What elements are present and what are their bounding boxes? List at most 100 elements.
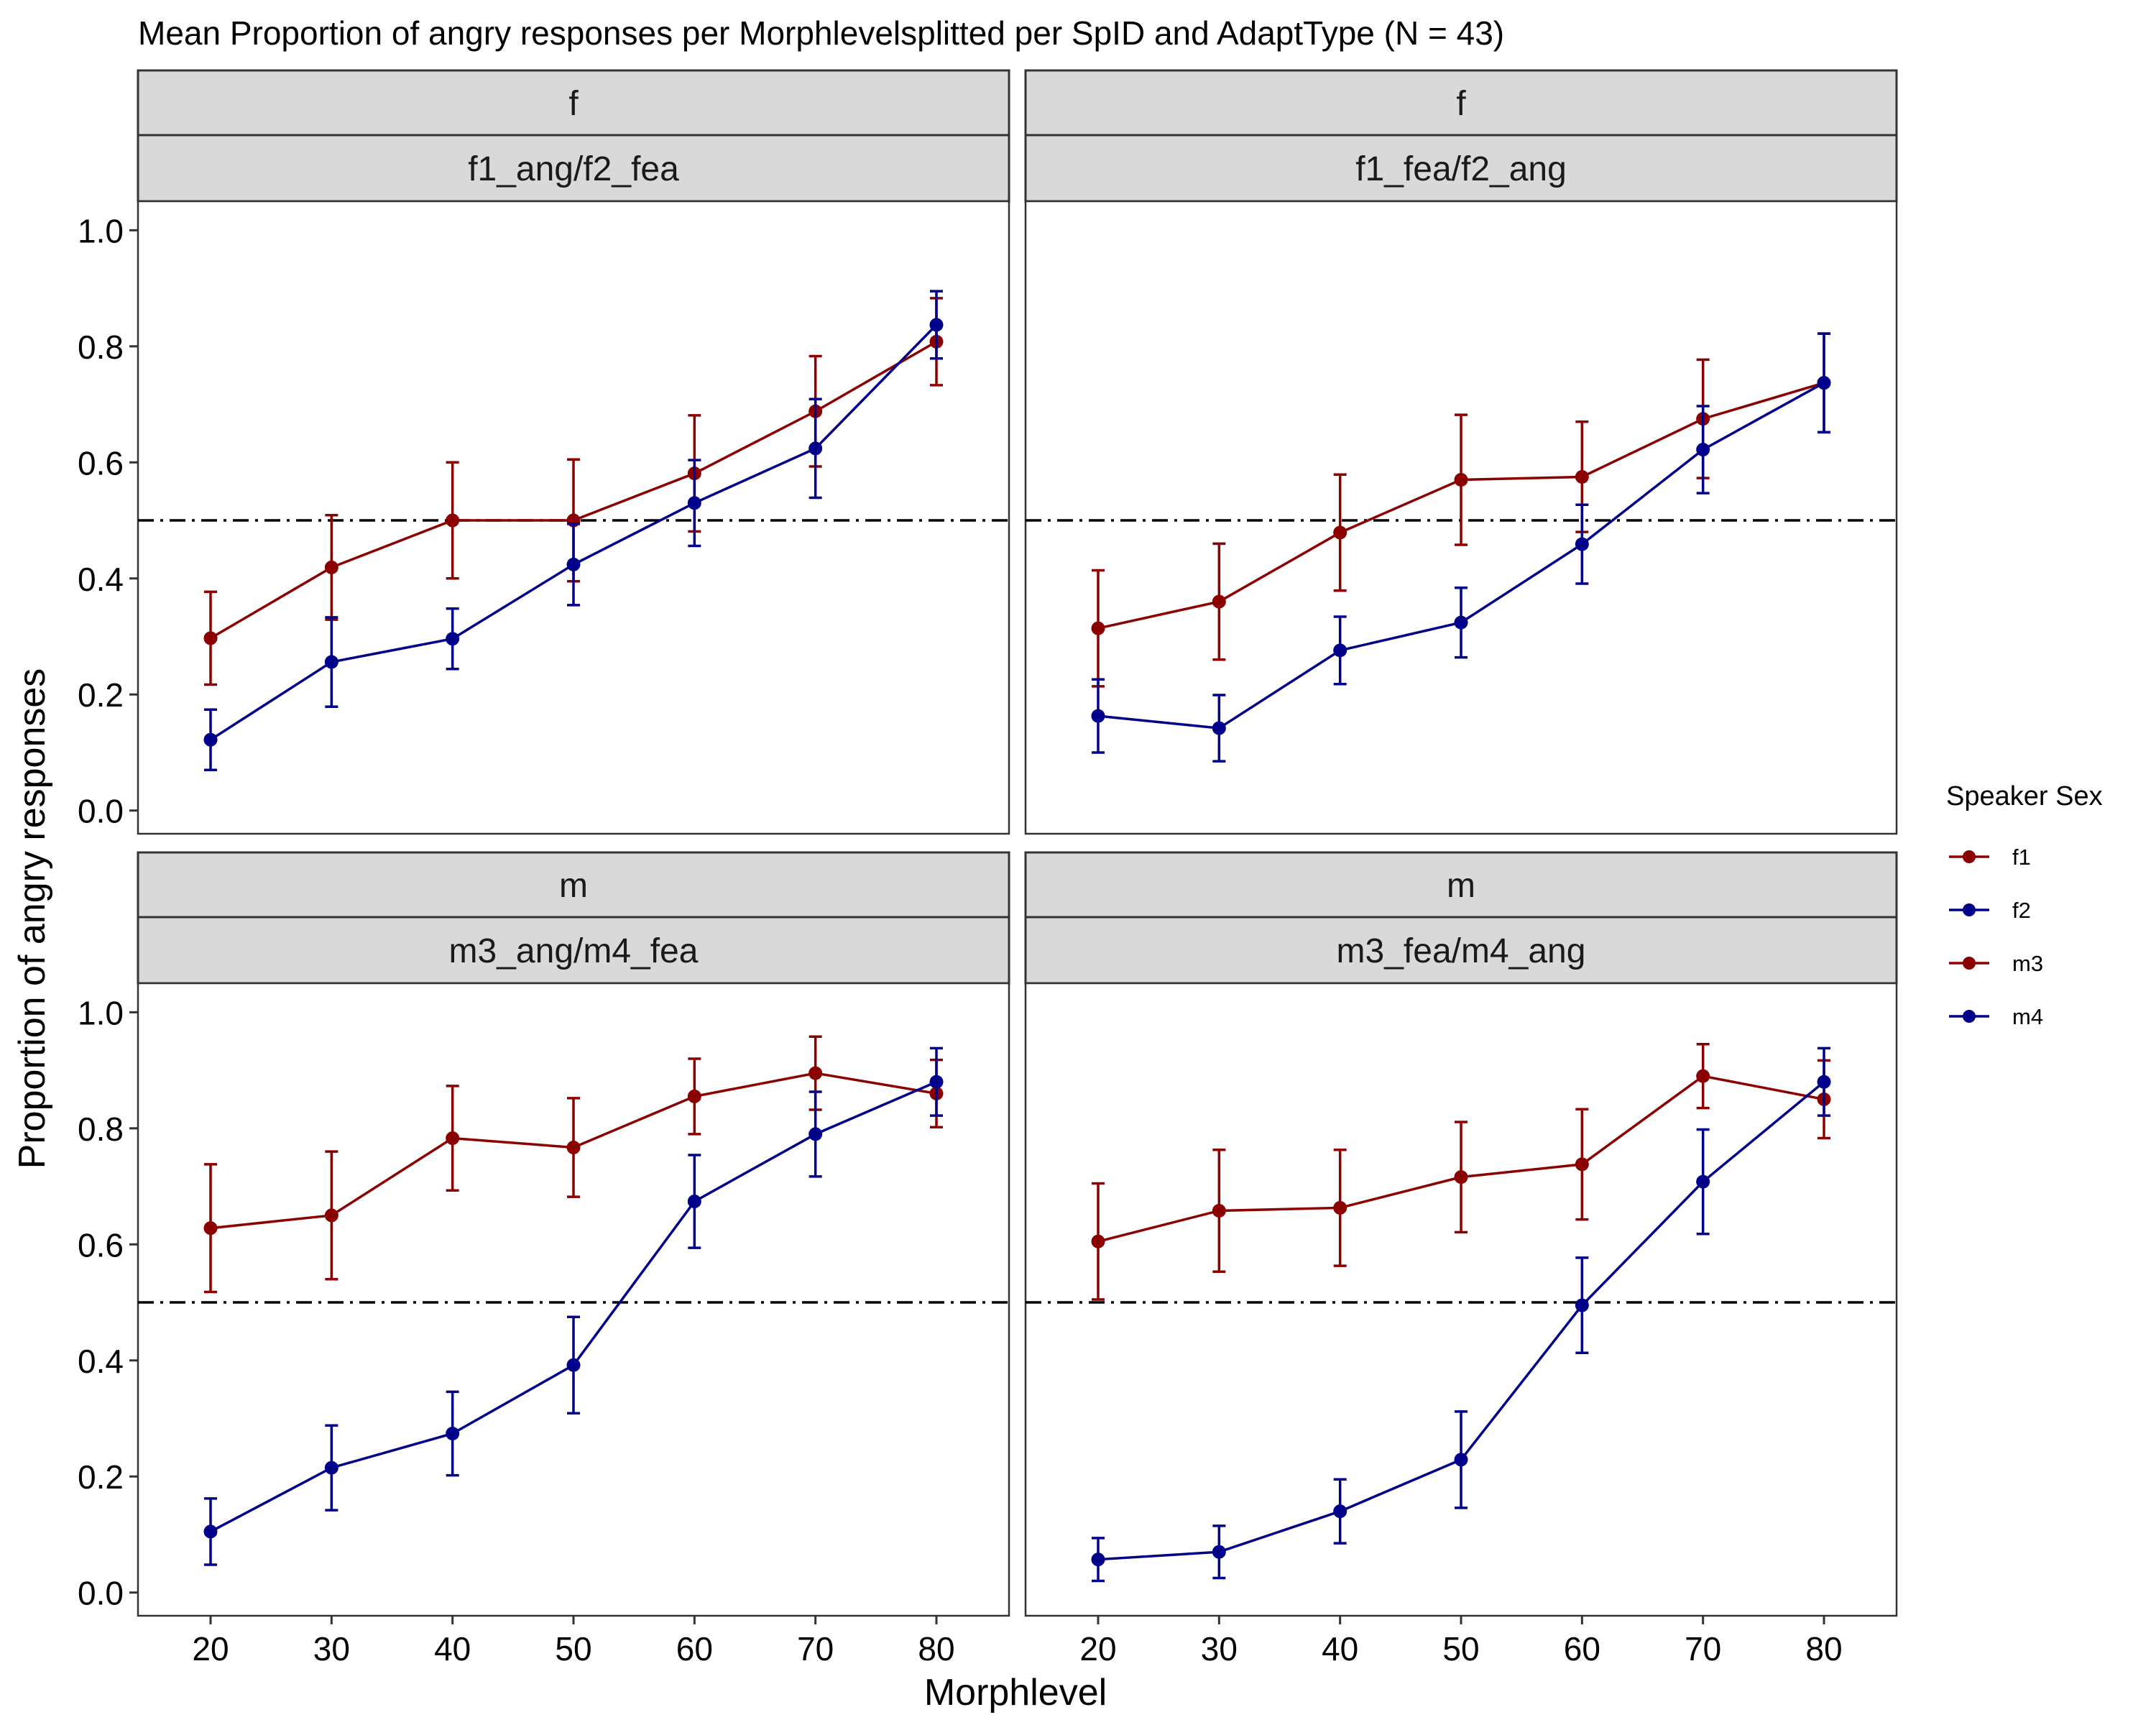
facet-strip-bottom-label: m3_fea/m4_ang (1337, 932, 1586, 970)
y-tick-label: 0.4 (78, 1343, 124, 1380)
x-tick-label: 50 (555, 1630, 591, 1668)
data-point (1696, 1069, 1710, 1083)
y-tick-label: 0.2 (78, 676, 124, 714)
legend-entry-f2: f2 (1949, 898, 2031, 923)
y-tick-label: 0.2 (78, 1458, 124, 1496)
facet-strip-top-label: m (1447, 867, 1475, 905)
legend-key-point (1963, 903, 1976, 916)
facet-strip-top (137, 851, 1010, 919)
data-point (808, 1127, 823, 1141)
y-tick-label: 1.0 (78, 994, 124, 1031)
data-point (1333, 643, 1348, 658)
x-tick-label: 30 (313, 1630, 350, 1668)
plot-area (137, 982, 1010, 1617)
data-point (446, 1131, 460, 1146)
y-tick-label: 0.0 (78, 793, 124, 830)
data-point (1212, 721, 1226, 735)
panels-layer: f f1_ang/f2_fea 0.0 0.2 0.4 0.6 0.8 1.0 f f1_fea/… (78, 69, 1898, 1668)
data-point (1454, 473, 1468, 487)
data-point (1575, 1157, 1589, 1172)
facet-strip-top-label: f (1456, 85, 1466, 123)
facet-strip-bottom-label: m3_ang/m4_fea (449, 932, 699, 970)
facet-strip-bottom (137, 134, 1010, 203)
x-tick-label: 70 (1685, 1630, 1721, 1668)
series-f2 (203, 290, 944, 771)
data-point (446, 632, 460, 646)
legend-entry-m4: m4 (1949, 1004, 2043, 1029)
data-point (1575, 537, 1589, 551)
legend-entry-label: f2 (2012, 898, 2031, 923)
data-point (1454, 1170, 1468, 1184)
data-point (1575, 469, 1589, 484)
data-point (203, 1524, 218, 1539)
data-point (1091, 709, 1105, 723)
data-point (1212, 1545, 1226, 1559)
facet-strip-bottom (1024, 134, 1898, 203)
chart-title: Mean Proportion of angry responses per M… (138, 14, 1504, 52)
series-f2 (1091, 332, 1831, 763)
y-tick-label: 0.0 (78, 1575, 124, 1612)
data-point (1091, 621, 1105, 635)
plot-area (1024, 982, 1898, 1617)
data-point (808, 1066, 823, 1080)
x-tick-label: 70 (797, 1630, 834, 1668)
data-point (1091, 1552, 1105, 1567)
data-point (1696, 1174, 1710, 1189)
x-tick-label: 80 (1805, 1630, 1842, 1668)
data-point (687, 496, 701, 510)
facet-strip-bottom-label: f1_fea/f2_ang (1355, 150, 1567, 188)
data-point (324, 560, 338, 574)
data-point (1454, 1453, 1468, 1467)
data-point (1333, 1504, 1348, 1519)
legend-entries: f1 f2 m3 m4 (1949, 845, 2043, 1029)
data-point (1212, 1203, 1226, 1218)
x-tick-label: 40 (1322, 1630, 1358, 1668)
data-point (324, 1208, 338, 1223)
data-point (929, 318, 944, 332)
legend-title: Speaker Sex (1946, 781, 2103, 811)
x-axis-title: Morphlevel (924, 1672, 1107, 1714)
facet-strip-bottom-label: f1_ang/f2_fea (468, 150, 679, 188)
x-tick-label: 20 (192, 1630, 229, 1668)
data-point (446, 513, 460, 528)
x-tick-label: 60 (676, 1630, 713, 1668)
data-point (446, 1426, 460, 1440)
legend-entry-f1: f1 (1949, 845, 2031, 870)
data-point (203, 732, 218, 747)
facet-strip-top (137, 69, 1010, 137)
data-point (203, 631, 218, 645)
data-point (1333, 1200, 1348, 1215)
legend: Speaker Sex f1 f2 m3 m4 (1946, 781, 2103, 1029)
data-point (203, 1221, 218, 1236)
legend-key-point (1963, 1010, 1976, 1023)
x-tick-label: 40 (434, 1630, 471, 1668)
facet-strip-bottom (1024, 916, 1898, 985)
data-point (929, 1075, 944, 1089)
data-point (1817, 376, 1831, 390)
data-point (566, 1140, 581, 1154)
facet-panel: m m3_fea/m4_ang 20 30 40 50 60 70 80 (1024, 851, 1898, 1668)
y-tick-label: 0.6 (78, 1226, 124, 1264)
legend-key-point (1963, 957, 1976, 970)
legend-entry-label: m3 (2012, 951, 2043, 976)
legend-key-point (1963, 850, 1976, 863)
data-point (324, 655, 338, 669)
data-point (1091, 1234, 1105, 1248)
data-point (808, 441, 823, 456)
facet-strip-top (1024, 69, 1898, 137)
y-tick-label: 0.6 (78, 444, 124, 482)
facet-panel: m m3_ang/m4_fea 0.0 0.2 0.4 0.6 0.8 1.0 20 30 40 50… (78, 851, 1010, 1668)
facet-strip-top (1024, 851, 1898, 919)
data-point (687, 1089, 701, 1103)
data-point (1696, 443, 1710, 457)
x-tick-label: 60 (1564, 1630, 1600, 1668)
series-m4 (1091, 1046, 1831, 1583)
facet-panel: f f1_ang/f2_fea 0.0 0.2 0.4 0.6 0.8 1.0 (78, 69, 1010, 835)
data-point (566, 1358, 581, 1372)
facet-panel: f f1_fea/f2_ang (1024, 69, 1898, 835)
x-tick-label: 30 (1201, 1630, 1238, 1668)
data-point (1333, 525, 1348, 540)
series-m4 (203, 1046, 944, 1566)
facet-strip-top-label: m (559, 867, 588, 905)
